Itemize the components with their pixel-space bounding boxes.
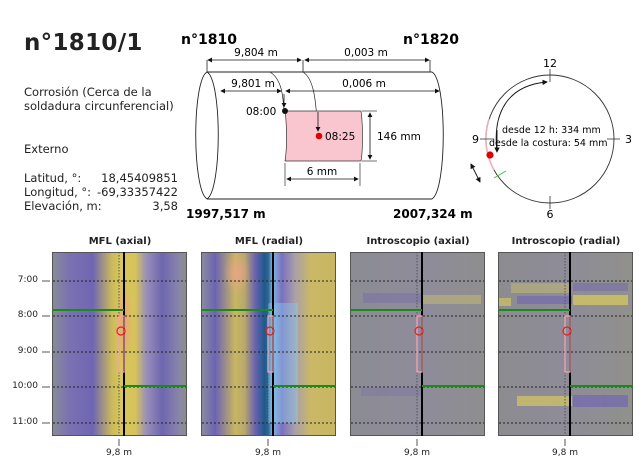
clock-12-label: 12	[543, 57, 557, 70]
signal-band	[423, 295, 481, 304]
rotation-arrow-icon	[471, 164, 480, 182]
signal-band	[573, 395, 628, 407]
scan-panel-mfl-axial[interactable]	[52, 252, 187, 436]
panel-title-introscope-axial: Introscopio (axial)	[350, 236, 486, 247]
defect-length-label: 6 mm	[307, 166, 337, 178]
panel-title-mfl-axial: MFL (axial)	[52, 236, 188, 247]
dist-mid-right: 0,006 m	[342, 78, 386, 90]
scan-panel-introscope-radial[interactable]	[498, 252, 633, 436]
defect-center-marker	[316, 133, 323, 140]
clock-diagram: 12 3 6 9 desde 12 h: 334 mm desde la cos…	[471, 57, 632, 221]
panel-title-mfl-radial: MFL (radial)	[201, 236, 337, 247]
clock-6-label: 6	[547, 208, 554, 221]
signal-band	[517, 396, 572, 406]
distance-from-seam: desde la costura: 54 mm	[489, 138, 608, 149]
panel-title-introscope-radial: Introscopio (radial)	[498, 236, 634, 247]
signal-band	[517, 296, 572, 304]
signal-anomaly	[268, 303, 298, 423]
chainage-left: 1997,517 m	[186, 207, 266, 221]
pipe-diagram: n°1810 n°1820 9,804 m 0,003 m 9,801 m 0,…	[0, 0, 643, 232]
y-tick-label: 9:00	[0, 346, 38, 356]
scan-panel-introscope-axial[interactable]	[350, 252, 485, 436]
defect-position-marker	[486, 151, 493, 158]
x-tick-label: 9,8 m	[397, 448, 437, 458]
signal-band	[511, 283, 569, 293]
clock-9-label: 9	[472, 133, 479, 146]
y-tick-label: 7:00	[0, 275, 38, 285]
x-tick-label: 9,8 m	[99, 448, 139, 458]
distance-from-12: desde 12 h: 334 mm	[502, 125, 601, 136]
scan-panel-mfl-radial[interactable]	[201, 252, 336, 436]
x-tick-label: 9,8 m	[248, 448, 288, 458]
y-tick-label: 11:00	[0, 417, 38, 427]
dist-top-left: 9,804 m	[234, 47, 278, 59]
seam-marker	[494, 171, 506, 178]
dist-top-right: 0,003 m	[344, 47, 388, 59]
dist-mid-left: 9,801 m	[231, 78, 275, 90]
y-tick-label: 10:00	[0, 381, 38, 391]
signal-band	[573, 295, 628, 305]
weld-left-label: n°1810	[181, 32, 237, 48]
signal-band	[573, 283, 628, 291]
chainage-right: 2007,324 m	[393, 207, 473, 221]
signal-band	[499, 298, 511, 306]
signal-band	[361, 388, 421, 396]
clock-start-marker	[282, 108, 288, 114]
signal-anomaly	[224, 253, 250, 293]
defect-height-label: 146 mm	[377, 131, 421, 143]
clock-center-label: 08:25	[325, 131, 355, 143]
y-tick-label: 8:00	[0, 310, 38, 320]
signal-band	[363, 293, 423, 303]
x-tick-label: 9,8 m	[545, 448, 585, 458]
weld-right-label: n°1820	[403, 32, 459, 48]
signal-anomaly	[115, 278, 133, 368]
clock-3-label: 3	[625, 133, 632, 146]
clock-start-label: 08:00	[246, 106, 276, 118]
